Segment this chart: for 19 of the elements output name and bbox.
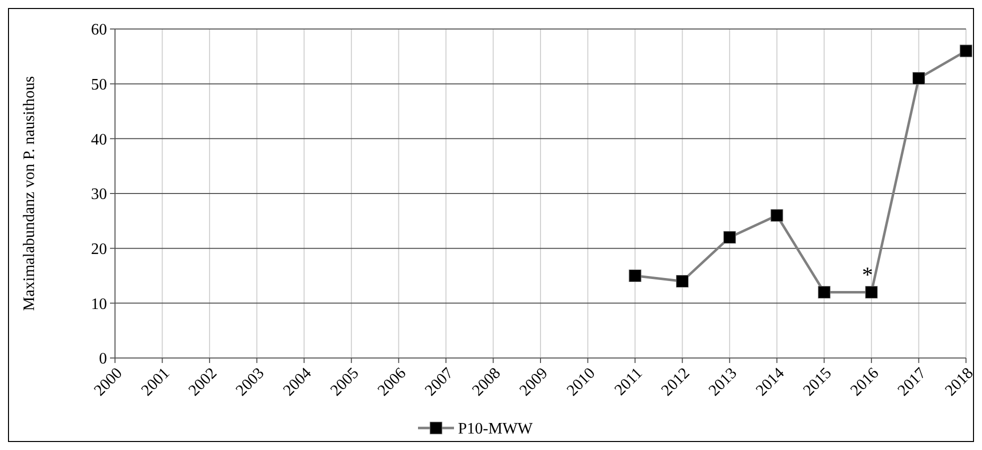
- y-tick-label: 30: [91, 186, 107, 204]
- y-tick-label: 40: [91, 131, 107, 148]
- annotation: *: [862, 262, 873, 288]
- legend-label: P10-MWW: [458, 420, 534, 438]
- y-tick-label: 50: [91, 76, 107, 94]
- point: [628, 270, 642, 282]
- x-tick-label: 2011: [612, 364, 646, 399]
- y-tick-label: 0: [99, 350, 107, 368]
- point: [723, 231, 736, 244]
- y-tick-label: 20: [91, 240, 107, 258]
- point: [676, 274, 689, 288]
- point: [865, 286, 878, 298]
- point: [912, 72, 925, 85]
- y-tick-label: 60: [91, 22, 107, 39]
- point: [818, 286, 830, 298]
- y-axis-title: Maximalabundanz von P. nausithous: [21, 76, 38, 311]
- point: [770, 209, 784, 222]
- point: [960, 44, 972, 58]
- y-tick-label: 10: [91, 296, 107, 313]
